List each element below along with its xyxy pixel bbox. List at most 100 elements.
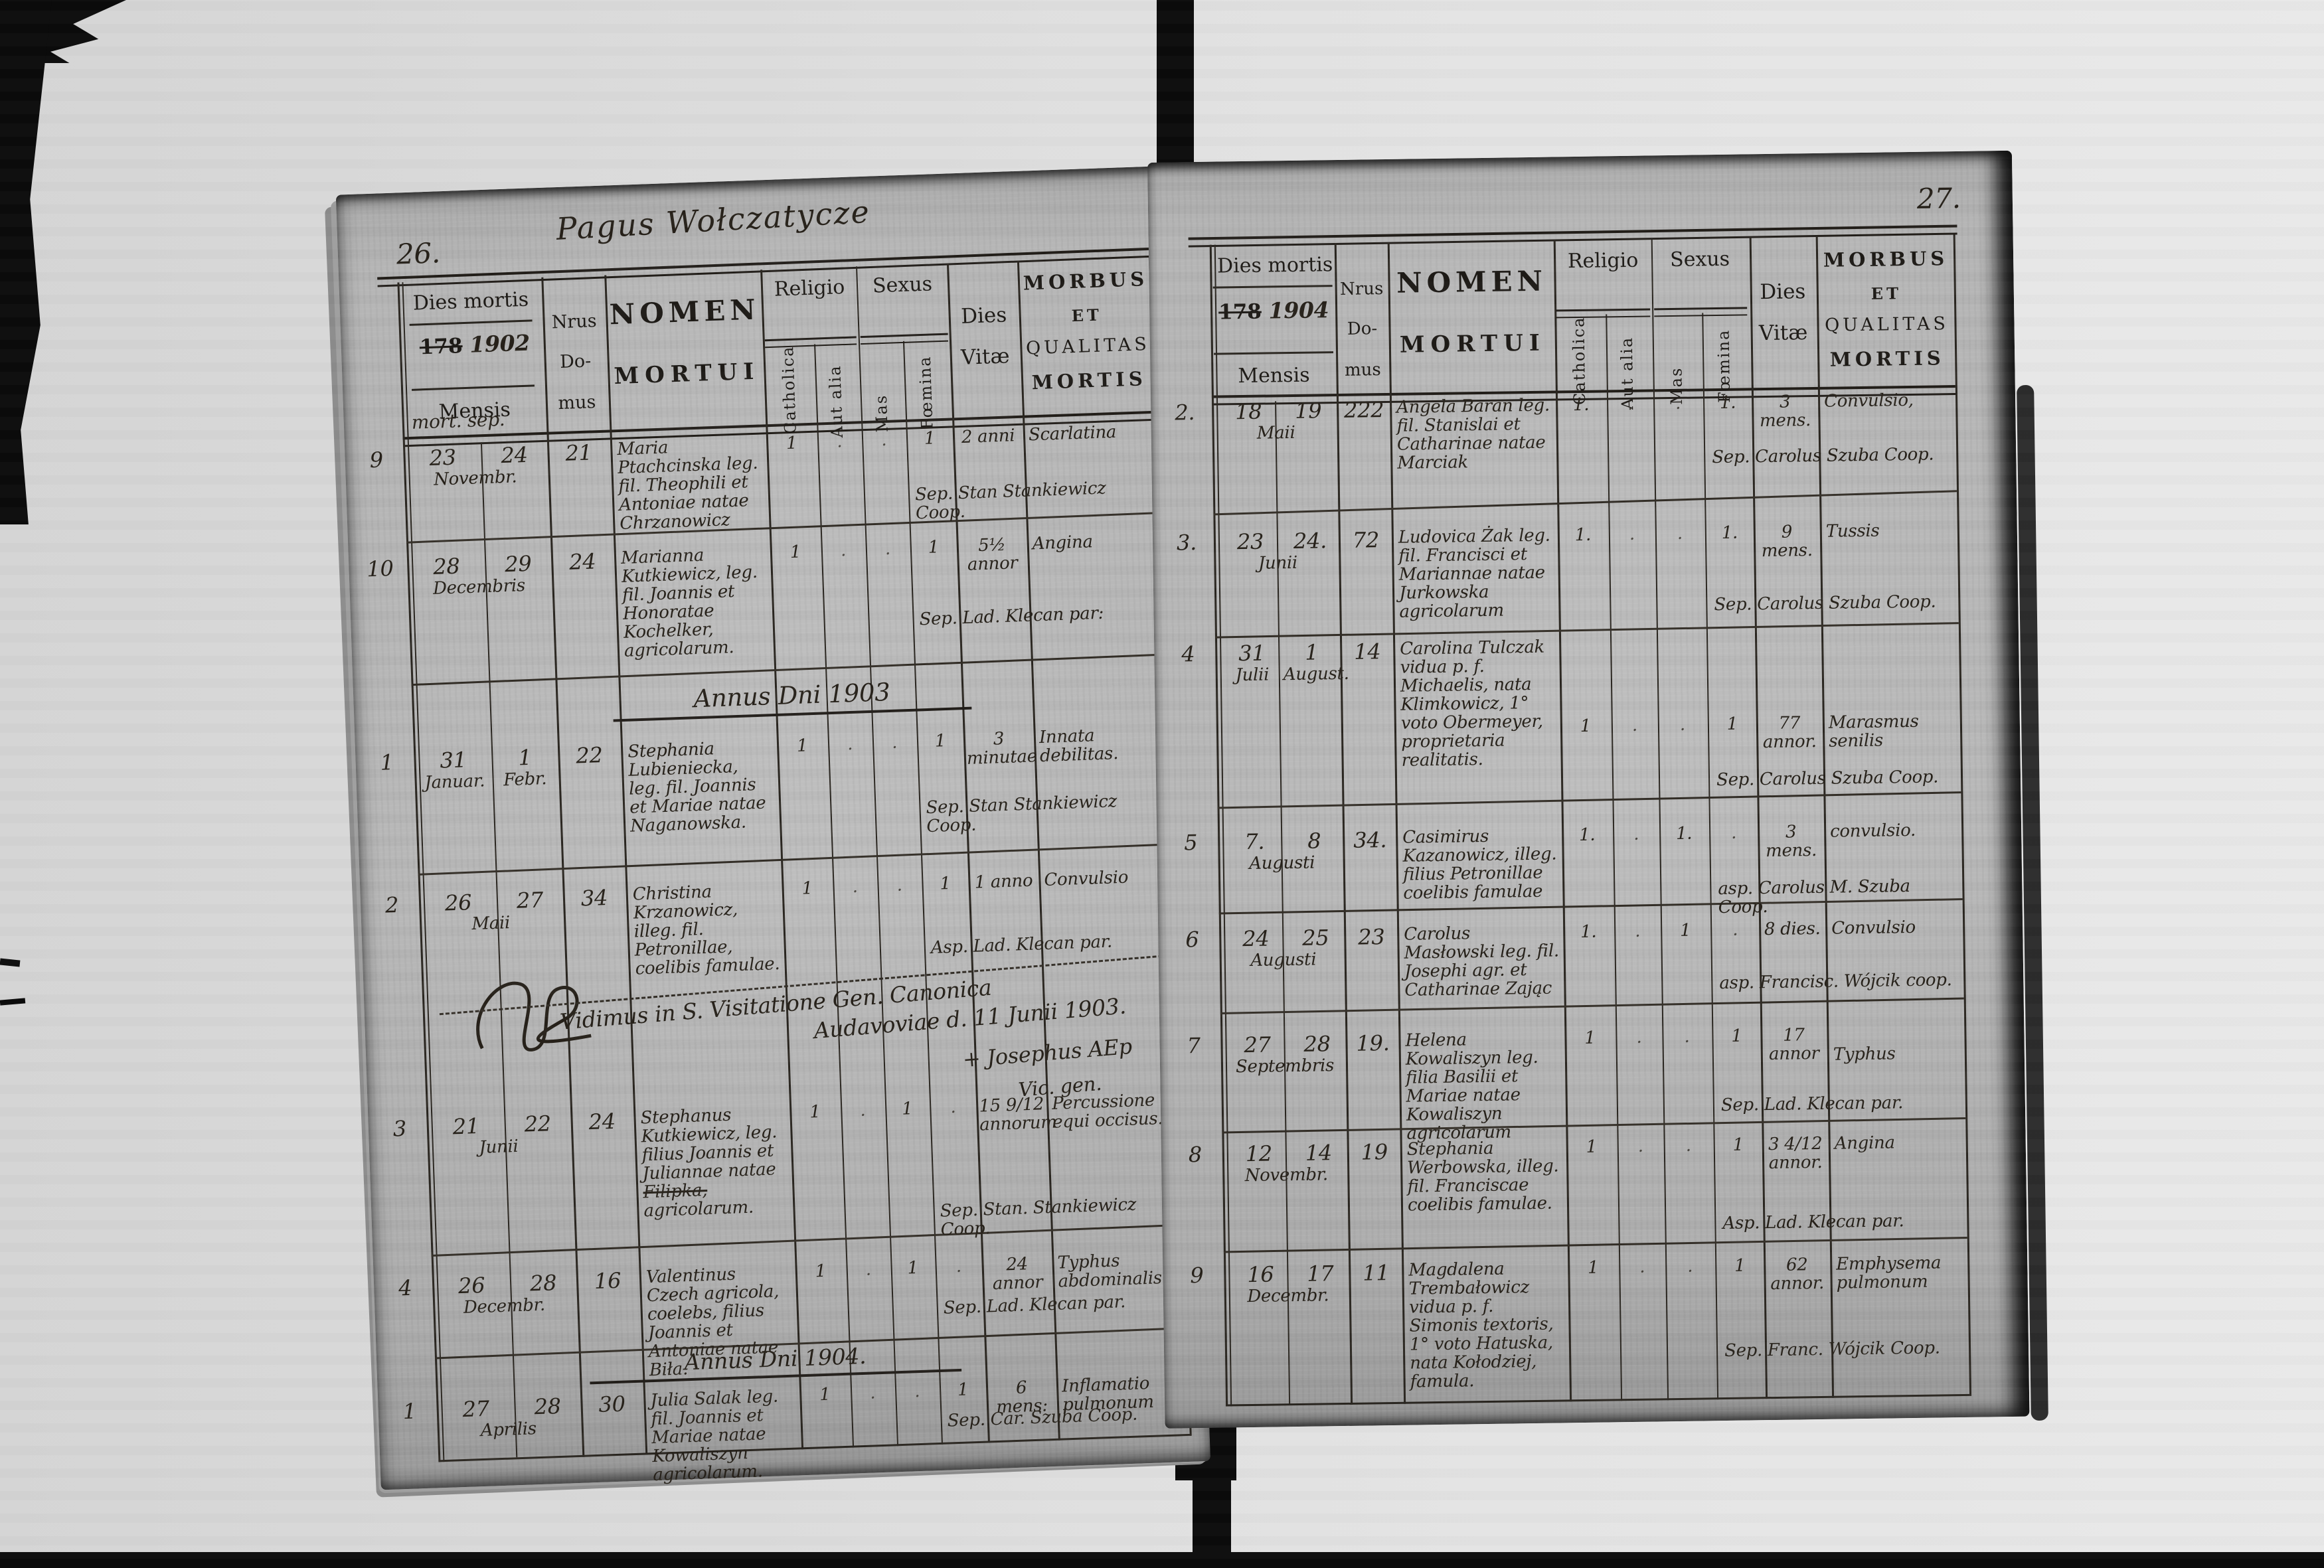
- religio-alia-mark: .: [1631, 715, 1638, 736]
- burial-officiant-note: Sep. Lad. Klecan par.: [1720, 1093, 1904, 1116]
- religio-alia-mark: .: [859, 1100, 866, 1121]
- age-at-death: 8 dies.: [1764, 918, 1821, 940]
- header-mus: mus: [1344, 360, 1381, 380]
- printed-year: 178: [419, 334, 463, 360]
- death-day: 26: [444, 890, 472, 916]
- cause-of-death: convulsio.: [1829, 820, 1916, 842]
- sexus-mas-mark: 1: [907, 1258, 919, 1279]
- age-at-death: 3 mens.: [1759, 392, 1811, 431]
- sexus-foemina-mark: 1: [924, 428, 936, 449]
- sexus-foemina-mark: 1.: [1721, 522, 1738, 543]
- table-row: 9 16 17 Decembr. 11 Magdalena Trembałowi…: [1163, 1253, 2027, 1392]
- sexus-foemina-mark: .: [950, 1097, 956, 1118]
- burial-day: 1: [1305, 639, 1319, 665]
- header-dies: Dies: [960, 303, 1007, 329]
- deceased-name: Magdalena Trembałowicz vidua p. f. Simon…: [1408, 1259, 1554, 1393]
- sexus-foemina-mark: 1: [934, 731, 946, 751]
- cause-of-death: Convulsio: [1831, 917, 1916, 939]
- sexus-foemina-mark: .: [1730, 823, 1737, 843]
- month: Decembris: [432, 576, 526, 599]
- cause-of-death: Convulsio: [1043, 867, 1129, 891]
- page-number: 27.: [1916, 181, 1961, 215]
- month: Maii: [1256, 422, 1295, 443]
- religio-alia-mark: .: [836, 431, 843, 452]
- header-sexus: Sexus: [1669, 247, 1730, 272]
- header-religio: Religio: [1567, 248, 1639, 274]
- death-month: Januar.: [424, 771, 485, 793]
- burial-day: 24.: [1293, 528, 1327, 554]
- header-year: 178 1902: [419, 330, 530, 360]
- burial-month: August.: [1283, 663, 1349, 685]
- sexus-mas-mark: .: [1685, 1135, 1691, 1156]
- header-do: Do-: [1347, 319, 1378, 339]
- religio-alia-mark: .: [1639, 1257, 1645, 1277]
- handwritten-year: 1904: [1268, 297, 1329, 324]
- burial-officiant-note: asp. Carolus M. Szuba Coop.: [1718, 876, 1910, 918]
- entry-number: 4: [398, 1275, 412, 1301]
- religio-catholica-mark: 1.: [1572, 394, 1590, 416]
- death-day: 31: [1238, 640, 1266, 666]
- cause-of-death: Innata debilitas.: [1038, 726, 1119, 767]
- burial-officiant-note: asp. Francisc. Wójcik coop.: [1719, 970, 1952, 994]
- row-separator: [1217, 791, 1961, 809]
- burial-officiant-note: Sep. Lad. Klecan par:: [919, 603, 1104, 630]
- table-bottom-rule: [1226, 1393, 1970, 1407]
- name-part: agricolarum.: [643, 1198, 754, 1221]
- entry-number: 1: [379, 749, 394, 775]
- scan-bottom-strip: [0, 1552, 2324, 1568]
- sexus-rule: [1654, 307, 1748, 317]
- header-nomen: NOMEN: [609, 293, 761, 331]
- burial-day: 28: [1303, 1031, 1331, 1057]
- burial-officiant-note: Sep. Car. Szuba Coop.: [947, 1404, 1138, 1431]
- death-day: 23: [1236, 528, 1264, 555]
- house-number: 222: [1343, 397, 1384, 423]
- header-do: Do-: [559, 351, 592, 372]
- entry-number: 4: [1181, 641, 1195, 667]
- religio-catholica-mark: 1.: [1580, 921, 1597, 943]
- religio-catholica-mark: 1: [786, 433, 797, 454]
- burial-officiant-note: Asp. Lad. Klecan par.: [930, 931, 1113, 959]
- house-number: 21: [564, 439, 593, 466]
- death-day: 27: [461, 1395, 490, 1423]
- header-vitae: Vitæ: [1758, 321, 1808, 346]
- age-at-death: 2 anni: [961, 426, 1015, 447]
- death-day: 28: [432, 553, 461, 580]
- month: Novembr.: [433, 467, 517, 490]
- header-year: 178 1904: [1218, 297, 1329, 324]
- religio-catholica-mark: 1.: [1574, 524, 1592, 546]
- page-title: Pagus Wołczatycze: [555, 193, 872, 247]
- burial-day: 24: [500, 441, 529, 469]
- religio-alia-mark: .: [847, 734, 853, 755]
- entry-number: 8: [1188, 1142, 1203, 1168]
- entry-number: 2: [384, 892, 399, 918]
- religio-catholica-mark: 1.: [1578, 824, 1596, 846]
- table-row: 8 12 14 Novembr. 19 Stephania Werbowska,…: [1161, 1132, 2026, 1233]
- table-row: 7 27 28 Septembris 19. Helena Kowaliszyn…: [1159, 1023, 2024, 1144]
- burial-officiant-note: Sep. Franc. Wójcik Coop.: [1724, 1338, 1940, 1362]
- religio-alia-mark: .: [1635, 921, 1641, 941]
- religio-catholica-mark: 1: [815, 1261, 827, 1282]
- age-at-death: 77 annor.: [1762, 713, 1817, 753]
- house-number: 11: [1363, 1260, 1390, 1286]
- religio-alia-mark: .: [1637, 1136, 1643, 1156]
- burial-officiant-note: Sep. Stan Stankiewicz Coop.: [926, 791, 1118, 837]
- house-number: 23: [1357, 924, 1385, 950]
- cause-of-death: Angina: [1834, 1133, 1895, 1154]
- sexus-mas-mark: .: [880, 430, 887, 451]
- house-number: 30: [598, 1391, 626, 1417]
- religio-alia-mark: .: [869, 1383, 876, 1403]
- sexus-foemina-mark: 1: [1731, 1026, 1742, 1046]
- religio-catholica-mark: 1: [801, 878, 813, 899]
- death-day: 23: [428, 444, 457, 471]
- name-part: Stephanus Kutkiewicz, leg. filius Joanni…: [640, 1105, 778, 1184]
- table-row: 4 31 1 Julii August. 14 Carolina Tulczak…: [1154, 631, 2019, 790]
- entry-number: 9: [1190, 1262, 1204, 1289]
- age-at-death: 15 9/12 annorum: [978, 1094, 1058, 1135]
- header-mortui: MORTUI: [1399, 329, 1546, 358]
- religio-alia-mark: .: [865, 1259, 872, 1280]
- table-row: 5 7. 8 Augusti 34. Casimirus Kazanowicz,…: [1157, 820, 2021, 917]
- death-day: 21: [452, 1113, 480, 1140]
- entry-number: 3.: [1176, 530, 1197, 556]
- sexus-rule: [860, 333, 949, 345]
